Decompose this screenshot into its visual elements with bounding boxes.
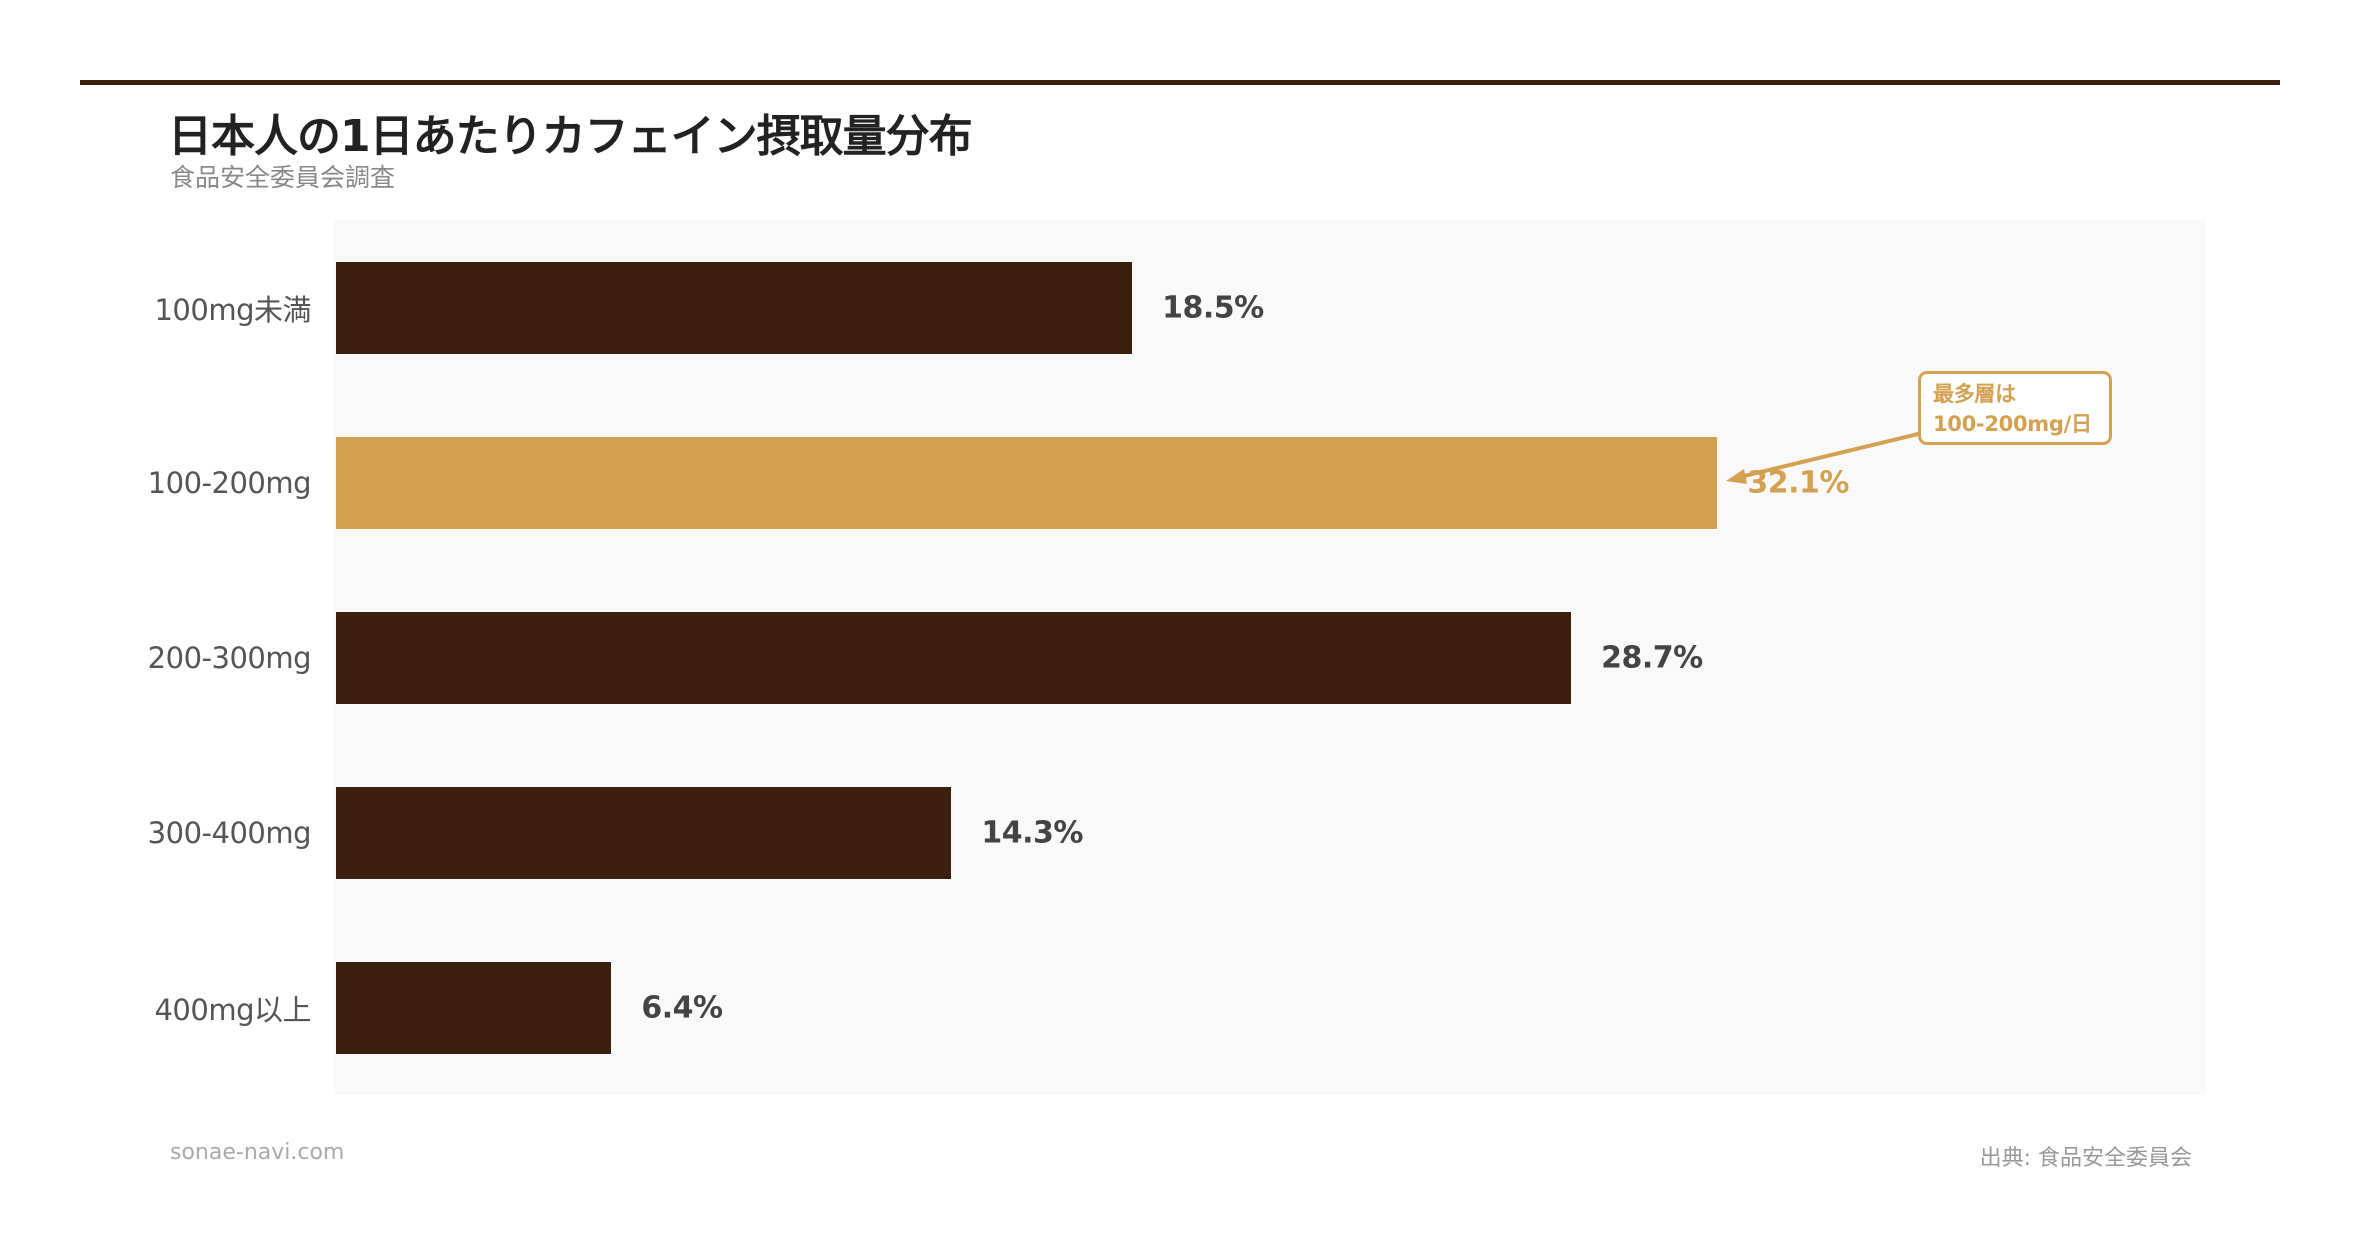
value-label: 18.5%	[1162, 290, 1264, 325]
value-label: 28.7%	[1601, 640, 1703, 675]
site-credit: sonae-navi.com	[170, 1140, 345, 1165]
top-accent-rule	[80, 80, 2280, 85]
value-label: 14.3%	[981, 815, 1083, 850]
bar-300-400mg	[336, 786, 952, 879]
category-label: 200-300mg	[147, 640, 312, 675]
category-label: 100-200mg	[147, 465, 312, 500]
annotation-callout: 最多層は 100-200mg/日	[1918, 371, 2112, 445]
category-label: 400mg以上	[154, 992, 311, 1027]
bar-100-200mg	[336, 436, 1718, 529]
source-credit: 出典: 食品安全委員会	[1979, 1146, 2192, 1171]
annotation-line-1: 最多層は	[1933, 382, 2016, 406]
bar-200-300mg	[336, 611, 1572, 704]
chart-title: 日本人の1日あたりカフェイン摂取量分布	[168, 111, 973, 162]
bar-400mg-over	[336, 961, 612, 1054]
value-label: 6.4%	[641, 990, 723, 1025]
value-label: 32.1%	[1747, 465, 1849, 500]
category-label: 100mg未満	[154, 292, 311, 327]
bar-100mg-under	[336, 261, 1133, 354]
category-label: 300-400mg	[147, 815, 312, 850]
annotation-line-2: 100-200mg/日	[1933, 412, 2092, 436]
chart-subtitle: 食品安全委員会調査	[170, 163, 396, 192]
